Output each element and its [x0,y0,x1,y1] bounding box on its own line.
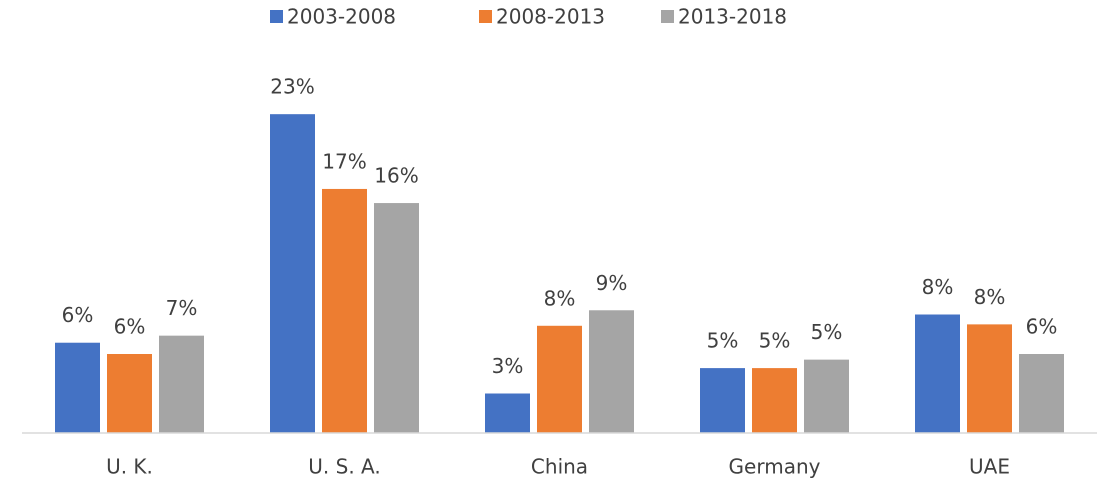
data-label: 16% [374,164,418,188]
data-label: 5% [811,320,843,344]
bar [1019,354,1064,433]
x-tick-label: UAE [969,455,1010,479]
x-tick-label: Germany [729,455,821,479]
bar [589,310,634,433]
bar [107,354,152,433]
bar [270,114,315,433]
bar [700,368,745,433]
data-label: 7% [166,296,198,320]
data-label: 6% [62,303,94,327]
data-label: 8% [544,286,576,310]
data-label: 5% [707,329,739,353]
bar [159,335,204,433]
bar [915,314,960,433]
data-label: 8% [974,285,1006,309]
data-label: 17% [322,149,366,173]
bar [967,324,1012,433]
data-label: 6% [1026,315,1058,339]
data-label: 3% [492,354,524,378]
bar [55,342,100,433]
data-label: 9% [596,271,628,295]
x-tick-label: U. S. A. [308,455,380,479]
legend-label: 2013-2018 [678,5,787,29]
legend-swatch [270,10,283,23]
x-tick-label: China [531,455,588,479]
bar [322,188,367,433]
bar [537,325,582,433]
x-tick-label: U. K. [106,455,153,479]
legend-label: 2003-2008 [287,5,396,29]
data-label: 5% [759,329,791,353]
data-label: 23% [270,75,314,99]
bar [374,203,419,433]
legend-swatch [661,10,674,23]
bar [485,393,530,433]
legend-label: 2008-2013 [496,5,605,29]
bar [752,368,797,433]
legend-swatch [479,10,492,23]
bar [804,359,849,433]
data-label: 6% [114,315,146,339]
data-label: 8% [922,275,954,299]
